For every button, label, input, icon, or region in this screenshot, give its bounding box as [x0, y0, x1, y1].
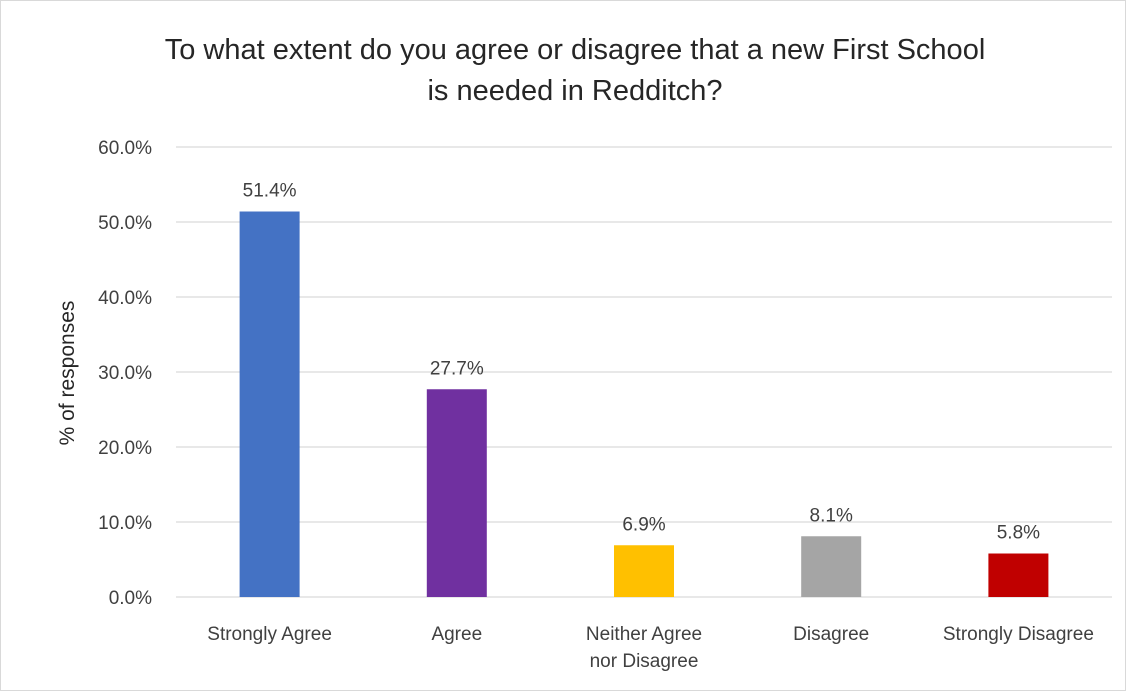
x-axis-categories: Strongly Agree Agree Neither Agree nor Disa… — [207, 624, 1094, 672]
category-label: Strongly Disagree — [943, 624, 1094, 645]
category-label: nor Disagree — [590, 651, 699, 672]
bar — [426, 389, 487, 597]
bar — [614, 545, 674, 597]
chart-title: To what extent do you agree or disagree … — [110, 30, 1040, 112]
y-tick-label: 20.0% — [98, 438, 152, 459]
category-label: Neither Agree — [586, 624, 702, 645]
y-axis-ticks: 0.0% 10.0% 20.0% 30.0% 40.0% 50.0% 60.0% — [98, 138, 152, 609]
bar — [239, 211, 300, 597]
bar — [801, 536, 862, 597]
category-label: Strongly Agree — [207, 624, 332, 645]
bars — [239, 211, 1049, 597]
gridlines — [176, 146, 1112, 598]
chart-title-line-1: To what extent do you agree or disagree … — [164, 34, 986, 66]
y-tick-label: 0.0% — [109, 588, 152, 609]
chart-title-line-2: is needed in Redditch? — [427, 75, 723, 107]
data-labels: 51.4% 27.7% 6.9% 8.1% 5.8% — [243, 181, 1040, 544]
data-label: 51.4% — [243, 181, 297, 202]
data-label: 8.1% — [810, 505, 853, 526]
category-label: Agree — [431, 624, 482, 645]
category-label: Disagree — [793, 624, 869, 645]
data-label: 6.9% — [622, 514, 665, 535]
data-label: 5.8% — [997, 523, 1040, 544]
y-tick-label: 50.0% — [98, 213, 152, 234]
y-tick-label: 30.0% — [98, 363, 152, 384]
y-axis-title: % of responses — [56, 301, 79, 446]
bar — [988, 553, 1049, 597]
data-label: 27.7% — [430, 358, 484, 379]
y-tick-label: 40.0% — [98, 288, 152, 309]
y-tick-label: 10.0% — [98, 513, 152, 534]
y-tick-label: 60.0% — [98, 138, 152, 159]
